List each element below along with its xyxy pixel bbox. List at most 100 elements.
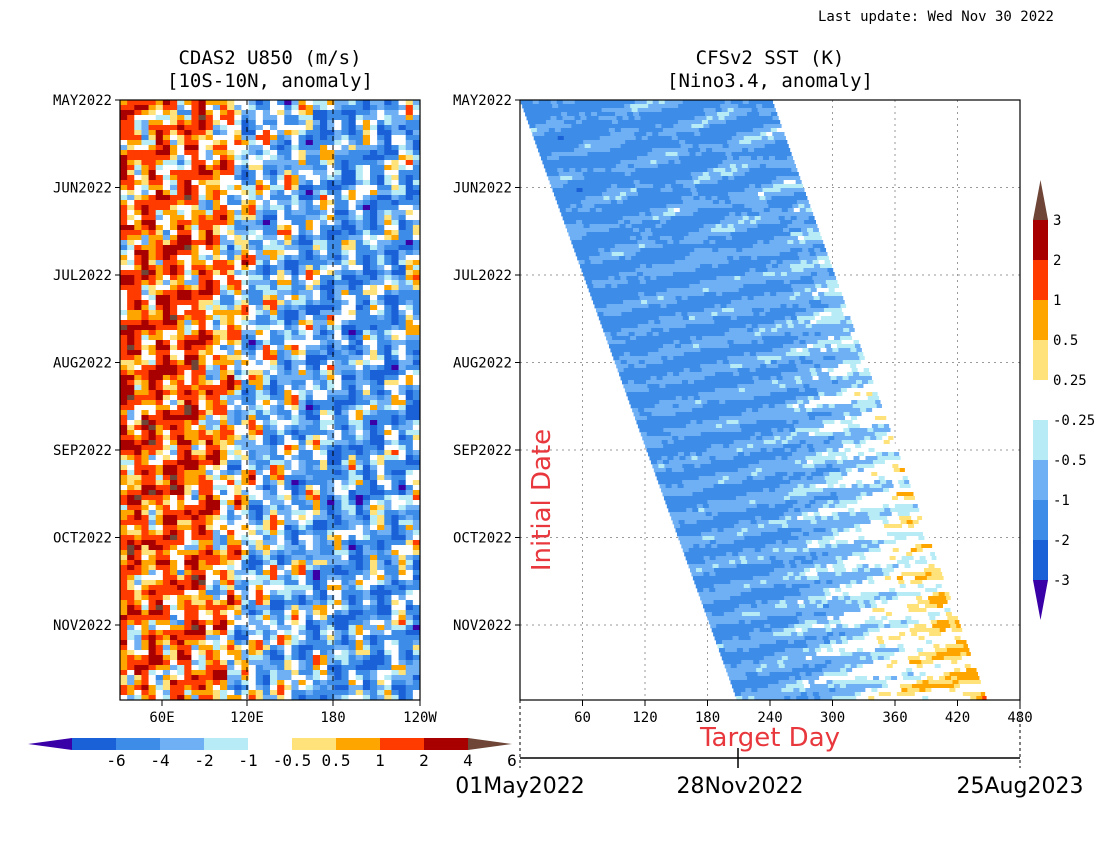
u850-cell <box>227 580 235 586</box>
u850-cell <box>198 630 207 636</box>
u850-cell <box>334 445 342 451</box>
u850-cell <box>320 110 328 116</box>
u850-cell <box>127 400 135 406</box>
u850-cell <box>327 265 335 271</box>
u850-cell <box>127 560 135 566</box>
u850-cell <box>320 220 328 226</box>
u850-cell <box>198 185 207 191</box>
u850-cell <box>270 320 278 326</box>
u850-cell <box>305 650 314 656</box>
u850-cell <box>384 670 392 676</box>
u850-cell <box>320 525 328 531</box>
u850-cell <box>248 505 257 511</box>
u850-cell <box>234 380 242 386</box>
u850-cell <box>141 400 149 406</box>
u850-cell <box>370 255 378 261</box>
u850-cell <box>412 100 421 106</box>
u850-cell <box>305 145 314 151</box>
u850-cell <box>212 405 221 411</box>
u850-cell <box>305 515 314 521</box>
u850-cell <box>212 645 221 651</box>
u850-cell <box>177 360 185 366</box>
u850-cell <box>334 280 342 286</box>
u850-cell <box>148 285 157 291</box>
u850-cell <box>127 435 135 441</box>
u850-cell <box>305 550 314 556</box>
u850-cell <box>327 575 335 581</box>
u850-cell <box>370 320 378 326</box>
u850-cell <box>341 630 349 636</box>
u850-cell <box>241 575 249 581</box>
u850-cell <box>120 330 128 336</box>
u850-cell <box>177 155 185 161</box>
u850-cell <box>148 380 157 386</box>
u850-cell <box>291 495 299 501</box>
u850-cell <box>262 180 271 186</box>
u850-cell <box>348 545 357 551</box>
u850-cell <box>162 305 171 311</box>
u850-cell <box>220 255 228 261</box>
u850-cell <box>398 590 407 596</box>
u850-cell <box>270 420 278 426</box>
u850-cell <box>155 510 164 516</box>
u850-cell <box>184 615 192 621</box>
u850-cell <box>262 100 271 106</box>
u850-cell <box>255 310 264 316</box>
u850-cell <box>377 210 385 216</box>
u850-cell <box>120 575 128 581</box>
u850-cell <box>134 595 142 601</box>
u850-cell <box>155 275 164 281</box>
u850-cell <box>291 210 299 216</box>
u850-cell <box>162 610 171 616</box>
u850-cell <box>270 415 278 421</box>
u850-cell <box>362 615 371 621</box>
u850-cell <box>377 690 385 696</box>
u850-cell <box>355 230 364 236</box>
u850-cell <box>298 160 307 166</box>
u850-cell <box>205 210 214 216</box>
u850-cell <box>155 545 164 551</box>
u850-cell <box>155 480 164 486</box>
u850-cell <box>184 640 192 646</box>
u850-cell <box>377 450 385 456</box>
u850-cell <box>212 575 221 581</box>
u850-cell <box>348 375 357 381</box>
u850-cell <box>141 655 149 661</box>
u850-cell <box>227 315 235 321</box>
u850-cell <box>248 435 257 441</box>
u850-cell <box>248 545 257 551</box>
u850-cell <box>262 265 271 271</box>
u850-cell <box>348 655 357 661</box>
u850-cell <box>241 250 249 256</box>
u850-cell <box>327 675 335 681</box>
u850-cell <box>191 235 199 241</box>
u850-cell <box>341 205 349 211</box>
u850-cell <box>298 320 307 326</box>
u850-cell <box>370 265 378 271</box>
u850-cell <box>270 470 278 476</box>
u850-cell <box>298 405 307 411</box>
u850-cell <box>177 325 185 331</box>
u850-cell <box>312 355 321 361</box>
u850-cell <box>405 510 414 516</box>
u850-cell <box>341 245 349 251</box>
u850-cell <box>284 420 292 426</box>
u850-cell <box>255 165 264 171</box>
u850-cell <box>205 455 214 461</box>
u850-cell <box>348 485 357 491</box>
u850-cell <box>127 120 135 126</box>
u850-cell <box>341 435 349 441</box>
u850-cell <box>384 195 392 201</box>
u850-cell <box>348 455 357 461</box>
u850-cell <box>391 355 399 361</box>
u850-cell <box>148 385 157 391</box>
u850-cell <box>370 615 378 621</box>
u850-cell <box>141 390 149 396</box>
u850-cell <box>341 575 349 581</box>
u850-cell <box>198 455 207 461</box>
u850-cell <box>162 580 171 586</box>
u850-cell <box>355 345 364 351</box>
u850-cell <box>291 560 299 566</box>
u850-cell <box>348 290 357 296</box>
u850-cell <box>177 525 185 531</box>
